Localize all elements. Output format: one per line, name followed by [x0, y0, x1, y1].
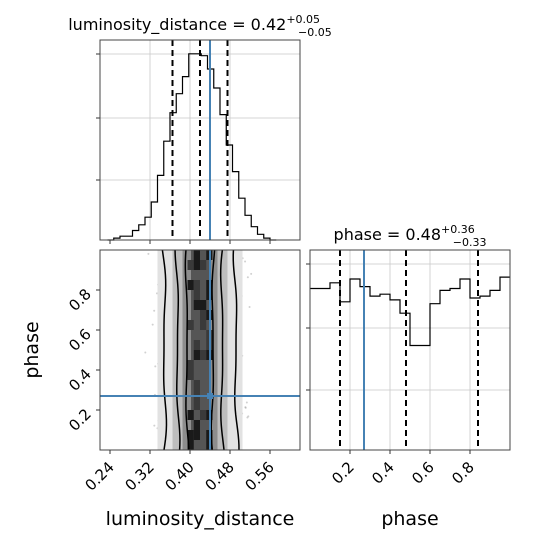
truth-lines	[100, 250, 300, 450]
histogram-frame	[309, 249, 511, 451]
density-cell	[187, 370, 194, 380]
contour-line	[184, 250, 190, 450]
density-cell	[193, 260, 200, 270]
sample-point	[153, 424, 156, 427]
y-tick-label: 0.6	[65, 325, 95, 355]
y-tick-label: 0.2	[65, 405, 95, 435]
density-cell	[200, 410, 207, 420]
y-ticks: 0.2 0.4 0.6 0.8	[65, 285, 100, 435]
histogram-marks	[310, 250, 510, 450]
truth-marker	[207, 393, 213, 399]
title-main: luminosity_distance = 0.42	[68, 15, 286, 35]
density-cell	[193, 340, 200, 350]
histogram-step	[107, 53, 277, 241]
sample-point	[245, 401, 248, 404]
luminosity-distance-phase-contour-panel: 0.24 0.32 0.40 0.48 0.56 0.2 0.4 0.6 0.8 lumino…	[21, 249, 301, 530]
density-cell	[193, 280, 200, 290]
contour-frame	[99, 249, 301, 451]
sample-point	[250, 272, 253, 275]
density-cell	[193, 290, 200, 300]
x-tick-label: 0.40	[161, 458, 197, 494]
luminosity-distance-histogram-panel: luminosity_distance = 0.42+0.05 −0.05	[68, 13, 332, 244]
phase-title: phase = 0.48+0.36 −0.33	[334, 223, 487, 249]
x-tick-label: 0.24	[81, 458, 117, 494]
sample-point	[153, 309, 156, 312]
title-sup: +0.05	[286, 13, 320, 26]
density-cell	[187, 320, 194, 330]
sample-point	[244, 260, 247, 263]
title-sup: +0.36	[441, 223, 475, 236]
x-tick-label: 0.56	[241, 458, 277, 494]
phase-histogram-panel: 0.2 0.4 0.6 0.8 phase = 0.48+0.36 −0.33 phas…	[306, 223, 511, 530]
density-image	[144, 250, 253, 450]
density-cell	[187, 260, 194, 270]
sample-point	[144, 351, 147, 354]
x-tick-label: 0.32	[121, 458, 157, 494]
density-cell	[200, 300, 207, 310]
sample-point	[244, 406, 247, 409]
density-cell	[187, 410, 194, 420]
contour-line	[174, 250, 181, 450]
sample-point	[244, 406, 247, 409]
sample-point	[151, 323, 154, 326]
sample-point	[147, 252, 150, 255]
density-cell	[193, 350, 200, 360]
luminosity-distance-title: luminosity_distance = 0.42+0.05 −0.05	[68, 13, 332, 39]
contour-line	[210, 250, 216, 450]
contour-line	[161, 250, 168, 450]
density-cell	[193, 400, 200, 410]
sample-point	[246, 276, 249, 279]
sample-point	[155, 292, 158, 295]
title-main: phase = 0.48	[334, 225, 441, 244]
density-cell	[200, 350, 207, 360]
x-tick-label: 0.4	[368, 458, 398, 488]
density-cell	[193, 300, 200, 310]
histogram-background	[310, 250, 510, 450]
title-sub: −0.33	[453, 236, 487, 249]
histogram-marks	[107, 40, 277, 241]
sample-point	[247, 415, 250, 418]
density-cell	[200, 320, 207, 330]
density-cell	[187, 280, 194, 290]
x-ticks: 0.24 0.32 0.40 0.48 0.56	[81, 450, 278, 494]
contour-line	[232, 250, 240, 450]
histogram-step	[310, 276, 510, 347]
density-cell	[193, 430, 200, 440]
density-cell	[200, 310, 207, 320]
density-cell	[193, 420, 200, 430]
histogram-grid	[96, 40, 300, 244]
sample-point	[154, 365, 157, 368]
density-cell	[193, 250, 200, 260]
density-cell	[193, 380, 200, 390]
density-cell	[200, 260, 207, 270]
x-tick-label: 0.48	[201, 458, 237, 494]
x-tick-label: 0.6	[408, 458, 438, 488]
sample-point	[248, 306, 251, 309]
density-cell	[187, 430, 194, 440]
sample-point	[246, 416, 249, 419]
x-axis-label: luminosity_distance	[106, 508, 295, 530]
density-cell	[187, 440, 194, 450]
density-cell	[187, 360, 194, 370]
y-axis-label: phase	[21, 321, 43, 378]
x-ticks: 0.2 0.4 0.6 0.8	[328, 450, 478, 488]
x-tick-label: 0.8	[448, 458, 478, 488]
x-tick-label: 0.2	[328, 458, 358, 488]
contour-line	[219, 250, 225, 450]
histogram-frame	[99, 39, 301, 241]
title-sub: −0.05	[298, 26, 332, 39]
y-tick-label: 0.8	[65, 285, 95, 315]
contour-lines	[161, 250, 240, 450]
y-tick-label: 0.4	[65, 365, 95, 395]
x-axis-label: phase	[381, 508, 438, 530]
histogram-grid	[306, 250, 510, 450]
